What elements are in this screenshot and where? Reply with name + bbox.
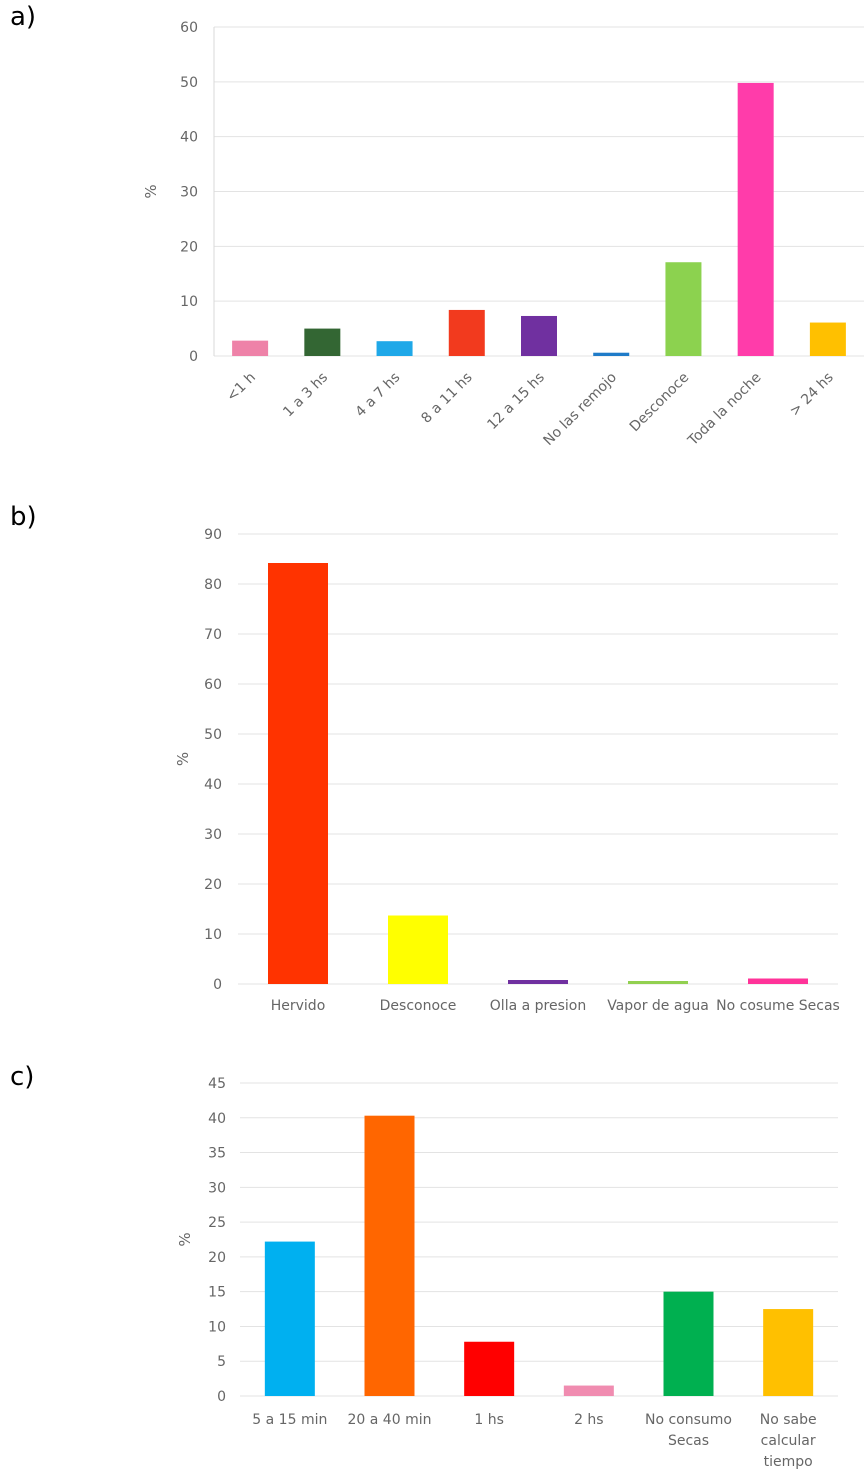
x-category-label: No cosume Secas (716, 998, 840, 1014)
chart-panel-b: b) 0 10 20 30 40 50 60 70 80 90% Hervido Desconoce O… (0, 500, 864, 1040)
x-category-label: tiempo (764, 1454, 813, 1470)
y-tick-label: 50 (204, 727, 222, 743)
bar-2 (304, 328, 341, 356)
y-tick-label: 20 (180, 239, 198, 255)
bar-5 (748, 978, 808, 984)
y-axis-label: % (142, 184, 160, 198)
y-tick-label: 60 (180, 20, 198, 36)
y-tick-label: 40 (208, 1111, 226, 1127)
chart-a-svg: 0 10 20 30 40 50 60% <1 h 1 a 3 hs 4 a 7 hs 8 a 11… (142, 20, 864, 450)
bar-4 (628, 981, 688, 984)
y-axis-label: % (176, 1232, 194, 1246)
y-tick-label: 0 (213, 977, 222, 993)
y-axis-label: % (174, 752, 192, 766)
y-tick-label: 10 (180, 294, 198, 310)
x-category-label: 1 hs (474, 1412, 504, 1428)
x-category-label: Vapor de agua (607, 998, 709, 1014)
y-tick-label: 25 (208, 1215, 226, 1231)
x-category-label: > 24 hs (787, 370, 837, 420)
y-tick-label: 35 (208, 1146, 226, 1162)
panel-label-c: c) (10, 1062, 35, 1092)
x-category-label: Hervido (271, 998, 326, 1014)
x-category-label: 8 a 11 hs (418, 370, 475, 427)
bar-2 (388, 915, 448, 984)
y-tick-label: 60 (204, 677, 222, 693)
y-tick-label: 20 (208, 1250, 226, 1266)
chart-c-svg: 0 5 10 15 20 25 30 35 40 45% 5 a 15 min 20 a 40 min… (176, 1076, 838, 1470)
x-category-label: No sabe (760, 1412, 817, 1428)
bar-6 (593, 352, 630, 356)
chart-panel-a: a) 0 10 20 30 40 50 60% <1 h 1 a 3 hs 4 a 7 hs 8 a… (0, 0, 864, 480)
bar-3 (508, 980, 568, 984)
x-category-label: Desconoce (380, 998, 457, 1014)
y-tick-label: 50 (180, 75, 198, 91)
y-tick-label: 30 (204, 827, 222, 843)
y-tick-label: 15 (208, 1285, 226, 1301)
bar-6 (763, 1309, 814, 1396)
x-category-label: No consumo (645, 1412, 732, 1428)
y-tick-label: 70 (204, 627, 222, 643)
bar-5 (521, 315, 557, 356)
bar-3 (376, 341, 413, 356)
bar-1 (264, 1241, 315, 1396)
y-tick-label: 20 (204, 877, 222, 893)
y-tick-label: 10 (204, 927, 222, 943)
x-category-label: 4 a 7 hs (353, 370, 404, 421)
y-tick-label: 90 (204, 527, 222, 543)
x-category-label: Toda la noche (684, 370, 764, 450)
bar-4 (563, 1385, 614, 1396)
x-category-label: calcular (761, 1433, 816, 1449)
x-category-label: 5 a 15 min (252, 1412, 327, 1428)
y-tick-label: 80 (204, 577, 222, 593)
y-tick-label: 0 (217, 1389, 226, 1405)
x-category-label: 12 a 15 hs (484, 370, 547, 433)
y-tick-label: 30 (180, 185, 198, 201)
y-tick-label: 40 (180, 130, 198, 146)
y-tick-label: 0 (189, 349, 198, 365)
bar-8 (737, 82, 774, 357)
bar-1 (232, 340, 269, 356)
x-category-label: No las remojo (541, 370, 620, 449)
bar-2 (364, 1115, 415, 1396)
x-category-label: Desconoce (627, 370, 693, 436)
bar-3 (464, 1341, 515, 1396)
bar-5 (663, 1291, 714, 1396)
panel-label-b: b) (10, 502, 37, 532)
x-category-label: 20 a 40 min (348, 1412, 432, 1428)
x-category-label: Secas (668, 1433, 709, 1449)
x-category-label: Olla a presion (490, 998, 586, 1014)
x-category-label: <1 h (224, 370, 259, 405)
chart-panel-c: c) 0 5 10 15 20 25 30 35 40 45% 5 a 15 min 20 a 40 … (0, 1060, 864, 1472)
bar-4 (448, 309, 485, 356)
bar-7 (665, 262, 702, 356)
bar-1 (268, 563, 328, 984)
panel-label-a: a) (10, 2, 37, 32)
x-category-label: 2 hs (574, 1412, 604, 1428)
bar-9 (809, 322, 846, 356)
chart-b-svg: 0 10 20 30 40 50 60 70 80 90% Hervido Desconoce Olla… (174, 527, 840, 1014)
y-tick-label: 45 (208, 1076, 226, 1092)
y-tick-label: 5 (217, 1354, 226, 1370)
y-tick-label: 10 (208, 1319, 226, 1335)
y-tick-label: 30 (208, 1180, 226, 1196)
x-category-label: 1 a 3 hs (280, 370, 331, 421)
y-tick-label: 40 (204, 777, 222, 793)
